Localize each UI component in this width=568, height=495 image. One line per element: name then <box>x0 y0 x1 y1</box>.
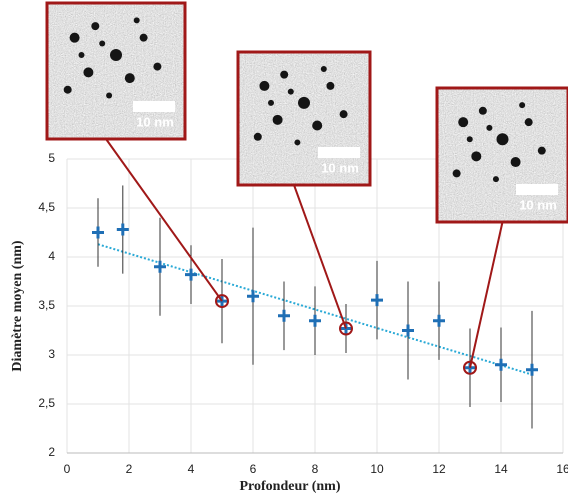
particle <box>133 17 140 24</box>
x-tick-label: 14 <box>494 462 508 476</box>
x-tick-label: 8 <box>312 462 319 476</box>
particle <box>452 169 461 178</box>
connector <box>469 221 504 368</box>
particle <box>124 73 135 84</box>
x-axis-label: Profondeur (nm) <box>240 479 341 494</box>
particle <box>139 33 148 42</box>
particle <box>287 88 294 95</box>
particle <box>110 49 122 62</box>
point <box>92 226 104 239</box>
point <box>247 290 259 303</box>
particle <box>272 114 283 125</box>
x-tick-label: 10 <box>370 462 384 476</box>
scale-label: 10 nm <box>136 114 174 129</box>
y-tick-label: 3 <box>48 347 55 361</box>
point <box>278 309 290 322</box>
x-tick-label: 12 <box>432 462 446 476</box>
point <box>495 358 507 371</box>
point <box>154 260 166 273</box>
y-tick-label: 4,5 <box>38 200 55 214</box>
point <box>526 363 538 376</box>
y-tick-label: 2 <box>48 445 55 459</box>
trend-line <box>97 243 533 376</box>
particle <box>153 62 162 71</box>
particle <box>253 132 262 141</box>
inset-bg <box>47 3 185 139</box>
x-tick-label: 0 <box>64 462 71 476</box>
point <box>185 268 197 281</box>
y-tick-label: 2,5 <box>38 396 55 410</box>
particle <box>326 81 335 90</box>
point <box>402 324 414 337</box>
particle <box>298 96 310 109</box>
particle <box>478 106 487 115</box>
particle <box>339 110 348 119</box>
particle <box>524 118 533 127</box>
y-axis-label: Diamètre moyen (nm) <box>10 240 25 371</box>
x-tick-label: 4 <box>188 462 195 476</box>
scale-bar <box>133 101 175 112</box>
particle <box>486 124 493 131</box>
inset-frame <box>236 50 372 187</box>
connector <box>293 184 347 329</box>
scale-bar <box>516 184 558 195</box>
scale-label: 10 nm <box>519 197 557 212</box>
particle <box>83 67 94 78</box>
particle <box>466 136 473 143</box>
particle <box>259 80 270 91</box>
particle <box>537 146 546 155</box>
y-tick-label: 5 <box>48 151 55 165</box>
inset-bg <box>238 52 370 185</box>
inset-frame <box>45 1 187 141</box>
inset-image: 10 nm <box>45 1 187 141</box>
y-tick-label: 3,5 <box>38 298 55 312</box>
particle <box>99 40 106 47</box>
particle <box>69 32 80 43</box>
x-tick-label: 6 <box>250 462 257 476</box>
point <box>116 223 129 236</box>
particle <box>320 65 327 72</box>
highlight-circle <box>463 360 477 375</box>
particle <box>471 151 482 162</box>
point <box>371 294 383 307</box>
connector <box>105 138 223 302</box>
inset-image: 10 nm <box>435 86 568 224</box>
scale-label: 10 nm <box>321 160 359 175</box>
particle <box>510 157 521 168</box>
particle <box>63 85 72 94</box>
particle <box>268 99 274 106</box>
highlight-circle <box>339 321 353 336</box>
particle <box>458 117 469 128</box>
particle <box>312 120 323 131</box>
particle <box>91 22 100 31</box>
particle <box>519 102 526 109</box>
inset-image: 10 nm <box>236 50 372 187</box>
y-tick-label: 4 <box>48 249 55 263</box>
particle <box>280 70 289 79</box>
particle <box>78 52 85 59</box>
highlight-circle <box>215 294 229 309</box>
point <box>433 314 445 327</box>
particle <box>106 92 113 99</box>
inset-frame <box>435 86 568 224</box>
x-tick-label: 16 <box>556 462 568 476</box>
particle <box>294 139 301 146</box>
point <box>309 314 321 327</box>
inset-bg <box>437 88 568 222</box>
particle <box>492 176 499 183</box>
x-tick-label: 2 <box>126 462 133 476</box>
scale-bar <box>318 147 360 158</box>
particle <box>496 133 509 146</box>
